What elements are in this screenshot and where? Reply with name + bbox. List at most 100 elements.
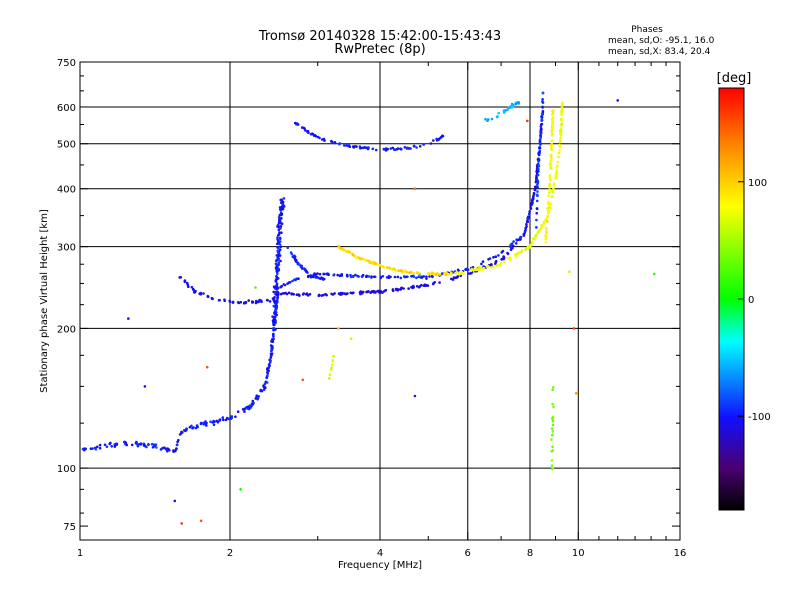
echo-point	[318, 272, 322, 276]
echo-point	[492, 265, 496, 269]
echo-point	[372, 275, 376, 279]
echo-point	[190, 424, 193, 428]
echo-point	[327, 273, 330, 277]
echo-point	[272, 298, 276, 302]
echo-point	[532, 191, 536, 195]
echo-point	[330, 140, 334, 144]
echo-point	[538, 146, 542, 150]
echo-point	[269, 356, 273, 359]
echo-point	[438, 281, 441, 284]
echo-point	[282, 197, 286, 200]
echo-point	[279, 245, 283, 249]
echo-point	[276, 224, 280, 227]
chart-subtitle: RwPretec (8p)	[334, 42, 425, 57]
echo-point	[372, 290, 376, 294]
echo-point	[175, 447, 178, 450]
echo-point	[154, 443, 158, 447]
echo-point	[351, 275, 355, 279]
echo-point	[389, 147, 393, 150]
echo-point	[272, 304, 276, 308]
echo-point	[487, 258, 490, 261]
echo-point	[652, 272, 656, 276]
echo-point	[289, 251, 293, 254]
echo-point	[328, 373, 332, 377]
echo-point	[403, 146, 407, 149]
echo-point	[522, 232, 526, 236]
echo-point	[552, 109, 555, 112]
echo-point	[557, 151, 561, 155]
echo-point	[275, 285, 279, 288]
echo-point	[410, 275, 413, 278]
echo-point	[350, 291, 354, 295]
echo-point	[265, 381, 269, 384]
echo-point	[363, 146, 366, 149]
echo-point	[490, 265, 493, 269]
echo-point	[379, 290, 383, 293]
echo-point	[480, 267, 483, 271]
echo-point	[336, 273, 340, 277]
echo-point	[440, 272, 444, 275]
echo-point	[113, 445, 117, 448]
echo-point	[535, 194, 539, 197]
echo-point	[443, 273, 446, 277]
echo-point	[542, 220, 546, 224]
echo-point	[422, 284, 426, 288]
echo-point	[346, 292, 349, 295]
echo-point	[165, 449, 169, 453]
echo-point	[279, 209, 283, 212]
echo-point	[271, 315, 274, 318]
echo-point	[276, 264, 279, 267]
echo-point	[539, 134, 542, 137]
echo-point	[309, 132, 313, 136]
echo-point	[541, 91, 545, 95]
echo-point	[551, 116, 555, 120]
echo-point	[281, 203, 285, 206]
echo-point	[139, 442, 143, 445]
echo-point	[492, 255, 495, 259]
echo-point	[251, 301, 254, 304]
echo-point	[174, 449, 177, 452]
echo-point	[244, 301, 247, 305]
echo-point	[276, 296, 279, 300]
echo-point	[161, 446, 165, 450]
echo-point	[280, 217, 283, 220]
echo-point	[276, 258, 280, 262]
echo-point	[551, 416, 554, 420]
echo-point	[221, 416, 225, 419]
echo-point	[433, 281, 437, 284]
echo-point	[432, 139, 435, 142]
echo-point	[228, 299, 231, 303]
echo-point	[533, 188, 537, 192]
echo-point	[514, 102, 518, 106]
echo-point	[382, 266, 386, 269]
echo-point	[536, 180, 540, 183]
echo-point	[325, 293, 328, 297]
echo-point	[616, 99, 619, 102]
echo-point	[183, 279, 187, 282]
echo-point	[425, 277, 428, 280]
echo-point	[276, 267, 280, 271]
echo-point	[559, 139, 562, 143]
echo-point	[539, 125, 543, 128]
echo-point	[255, 394, 258, 398]
echo-point	[288, 281, 292, 284]
echo-point	[538, 138, 542, 141]
echo-point	[454, 271, 458, 275]
echo-point	[554, 173, 558, 176]
echo-point	[365, 275, 368, 279]
phases-title: Phases	[631, 25, 663, 35]
echo-point	[568, 270, 571, 274]
echo-point	[544, 241, 548, 244]
echo-point	[495, 264, 498, 267]
echo-point	[278, 254, 282, 257]
echo-point	[540, 112, 544, 116]
echo-point	[172, 449, 175, 452]
echo-point	[528, 212, 531, 216]
echo-point	[536, 173, 540, 177]
echo-point	[273, 311, 276, 315]
echo-point	[401, 269, 404, 273]
echo-point	[294, 278, 297, 282]
echo-point	[204, 422, 207, 426]
echo-point	[304, 129, 307, 132]
echo-point	[300, 126, 304, 129]
